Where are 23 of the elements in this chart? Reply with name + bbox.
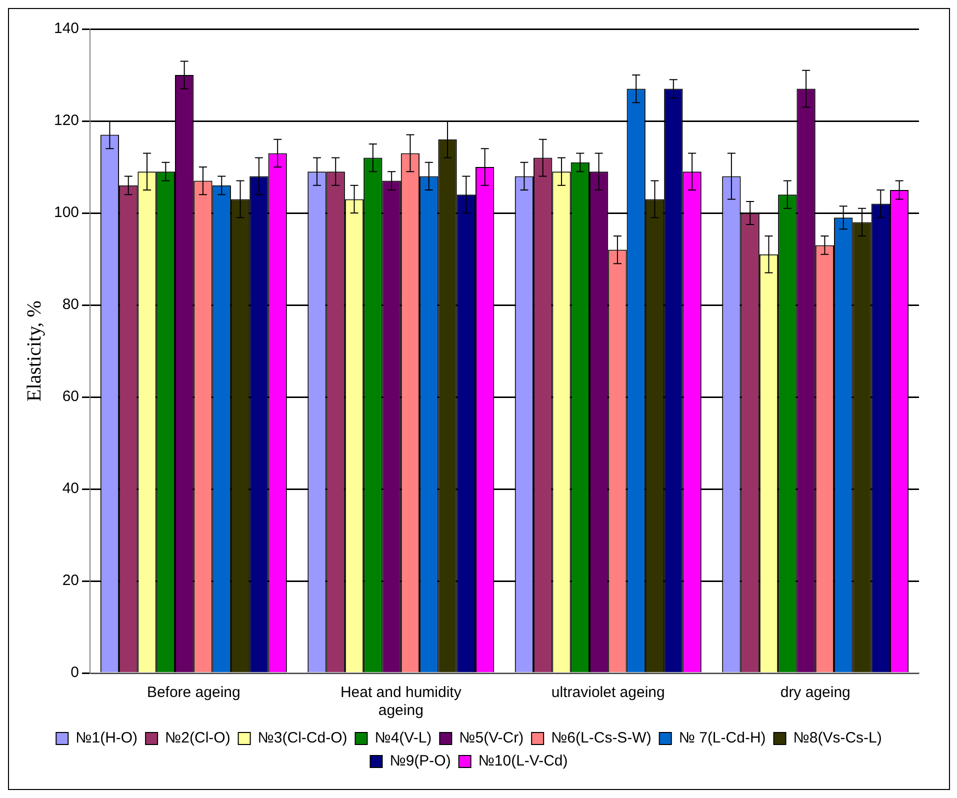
y-tick-label: 60 [62,388,80,406]
legend-label: №5(V-Cr) [459,730,524,747]
x-tick-label: ultraviolet ageing [551,684,665,702]
legend-label: №6(L-Cs-S-W) [551,730,652,747]
legend-label: №10(L-V-Cd) [478,752,568,770]
y-axis-title: Elasticity, % [23,300,46,402]
y-tick-label: 140 [54,20,80,38]
x-tick-label: Heat and humidity ageing [340,684,462,720]
y-tick-label: 20 [62,572,80,590]
legend-label: №8(Vs-Cs-L) [793,730,882,747]
y-tick-label: 120 [54,112,80,130]
legend-label: №9(P-O) [390,752,451,770]
y-tick-label: 40 [62,480,80,498]
y-tick-label: 80 [62,296,80,314]
legend-label: № 7(L-Cd-H) [678,730,766,747]
x-tick-label: dry ageing [780,684,850,702]
legend-label: №4(V-L) [374,730,432,747]
y-tick-label: 100 [54,204,80,222]
legend-label: №1(H-O) [76,730,138,747]
legend-label: №2(Cl-O) [165,730,230,747]
y-tick-label: 0 [70,664,80,682]
x-tick-label: Before ageing [146,684,240,702]
legend-label: №3(Cl-Cd-O) [258,730,348,747]
